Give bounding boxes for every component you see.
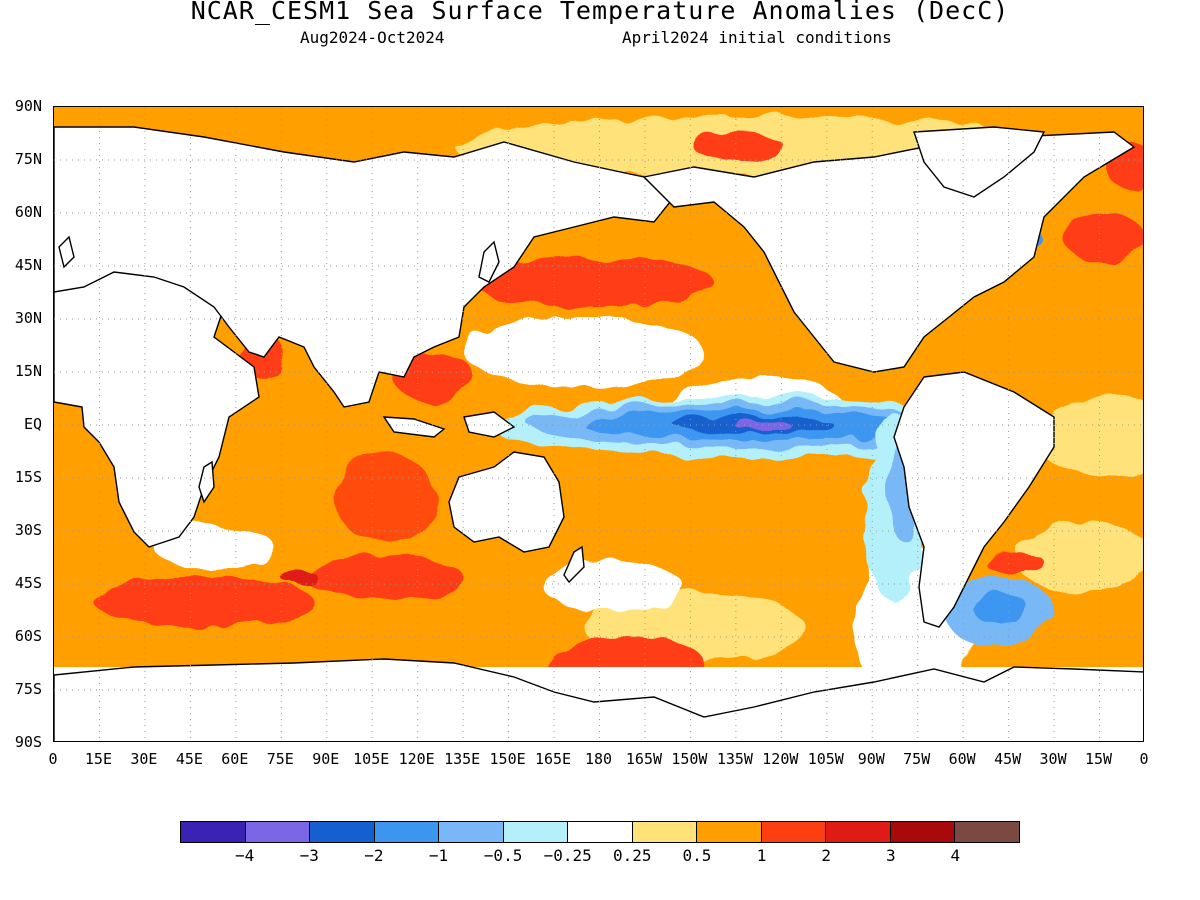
forecast-period: Aug2024-Oct2024 — [300, 28, 445, 47]
lon-tick-label: 165E — [534, 750, 572, 768]
colorbar-swatch — [761, 822, 827, 842]
lon-tick-label: 15W — [1084, 750, 1113, 768]
sw-atlantic-cold-core — [971, 592, 1027, 622]
south-atlantic-light — [1014, 522, 1143, 592]
lon-tick-label: 0 — [48, 750, 58, 768]
colorbar-label: 0.5 — [682, 846, 712, 865]
new-guinea — [463, 411, 516, 438]
lon-tick-label: 180 — [584, 750, 613, 768]
lon-tick-label: 75E — [266, 750, 294, 768]
lon-tick-label: 90E — [312, 750, 340, 768]
north-atlantic-hot — [1064, 212, 1143, 262]
lon-tick-label: 150W — [671, 750, 708, 768]
north-america — [642, 131, 1136, 373]
new-zealand — [563, 545, 585, 584]
colorbar-swatch — [955, 822, 1019, 842]
southern-ocean-peak — [281, 569, 317, 585]
japan — [478, 240, 500, 283]
lon-tick-label: 105E — [353, 750, 390, 768]
lat-tick-label: 45S — [14, 574, 42, 592]
lat-tick-label: 15N — [14, 362, 42, 380]
lon-tick-label: 150E — [489, 750, 526, 768]
lon-tick-label: 75W — [903, 750, 931, 768]
lon-tick-label: 135E — [444, 750, 481, 768]
south-indian-hot — [334, 452, 434, 542]
sst-anomaly-map[interactable] — [53, 106, 1144, 742]
colorbar-swatch — [632, 822, 698, 842]
south-indian-neutral-west — [154, 525, 274, 569]
colorbar-label: −1 — [428, 846, 449, 865]
colorbar-swatch — [374, 822, 440, 842]
colorbar-swatch — [890, 822, 956, 842]
australia — [448, 451, 565, 553]
map-title: NCAR_CESM1 Sea Surface Temperature Anoma… — [190, 0, 1010, 25]
colorbar-swatch — [568, 822, 633, 842]
tasman-neutral — [544, 562, 684, 612]
colorbar-swatch — [181, 822, 246, 842]
colorbar-label: 4 — [950, 846, 961, 865]
lat-tick-label: 75S — [14, 680, 42, 698]
colorbar-label: 1 — [756, 846, 767, 865]
lat-tick-label: 30S — [14, 521, 42, 539]
greenland — [913, 126, 1046, 198]
lat-tick-label: 90S — [14, 733, 42, 751]
lon-tick-label: 45W — [994, 750, 1022, 768]
argentine-shelf-hot — [984, 552, 1044, 572]
colorbar-swatch — [503, 822, 569, 842]
tropical-atlantic-light — [1034, 397, 1143, 477]
kuroshio-extension-hot — [474, 257, 714, 307]
lat-tick-label: 90N — [14, 97, 42, 115]
graticule — [54, 107, 1143, 741]
south-america — [893, 371, 1055, 628]
colorbar — [180, 821, 1020, 843]
nino-minimum — [736, 421, 792, 431]
colorbar-label: −4 — [234, 846, 255, 865]
colorbar-label: −0.25 — [543, 846, 592, 865]
continents — [54, 126, 1143, 741]
antarctica — [54, 658, 1143, 741]
madagascar — [198, 460, 215, 504]
initial-conditions: April2024 initial conditions — [622, 28, 892, 47]
lat-tick-label: 75N — [14, 150, 42, 168]
lat-tick-label: 60S — [14, 627, 42, 645]
colorbar-label: −0.5 — [483, 846, 523, 865]
lon-tick-label: 30E — [130, 750, 158, 768]
lat-tick-label: 15S — [14, 468, 42, 486]
lat-tick-label: EQ — [23, 415, 42, 433]
subtropical-north-pacific-neutral — [464, 317, 704, 387]
british-isles — [58, 235, 75, 269]
map-canvas — [54, 107, 1143, 741]
lon-tick-label: 105W — [807, 750, 844, 768]
colorbar-swatch — [245, 822, 311, 842]
colorbar-label: 2 — [821, 846, 831, 865]
lon-tick-label: 60E — [221, 750, 249, 768]
colorbar-label: −2 — [364, 846, 384, 865]
south-china-sea-hot — [394, 352, 474, 402]
colorbar-label: 3 — [885, 846, 896, 865]
southern-ocean-hot-east — [304, 557, 464, 597]
lon-tick-label: 45E — [175, 750, 203, 768]
colorbar-label: 0.25 — [613, 846, 652, 865]
lon-tick-label: 120E — [398, 750, 435, 768]
lat-tick-label: 45N — [14, 256, 42, 274]
lon-tick-label: 60W — [948, 750, 976, 768]
eurasia — [54, 126, 676, 408]
lat-tick-label: 30N — [14, 309, 42, 327]
lon-tick-label: 15E — [84, 750, 112, 768]
lon-tick-label: 135W — [716, 750, 753, 768]
colorbar-swatch — [310, 822, 375, 842]
colorbar-swatch — [697, 822, 762, 842]
lon-tick-label: 120W — [762, 750, 799, 768]
arctic-hot-spot — [694, 132, 784, 162]
lon-tick-label: 90W — [857, 750, 885, 768]
colorbar-swatch — [826, 822, 891, 842]
southern-ocean-hot-west — [94, 577, 314, 627]
colorbar-label: −3 — [299, 846, 319, 865]
colorbar-swatch — [439, 822, 504, 842]
indonesia — [382, 416, 446, 438]
lon-tick-label: 30W — [1039, 750, 1067, 768]
lon-tick-label: 165W — [625, 750, 663, 768]
lon-tick-label: 0 — [1139, 750, 1149, 768]
lat-tick-label: 60N — [14, 203, 42, 221]
